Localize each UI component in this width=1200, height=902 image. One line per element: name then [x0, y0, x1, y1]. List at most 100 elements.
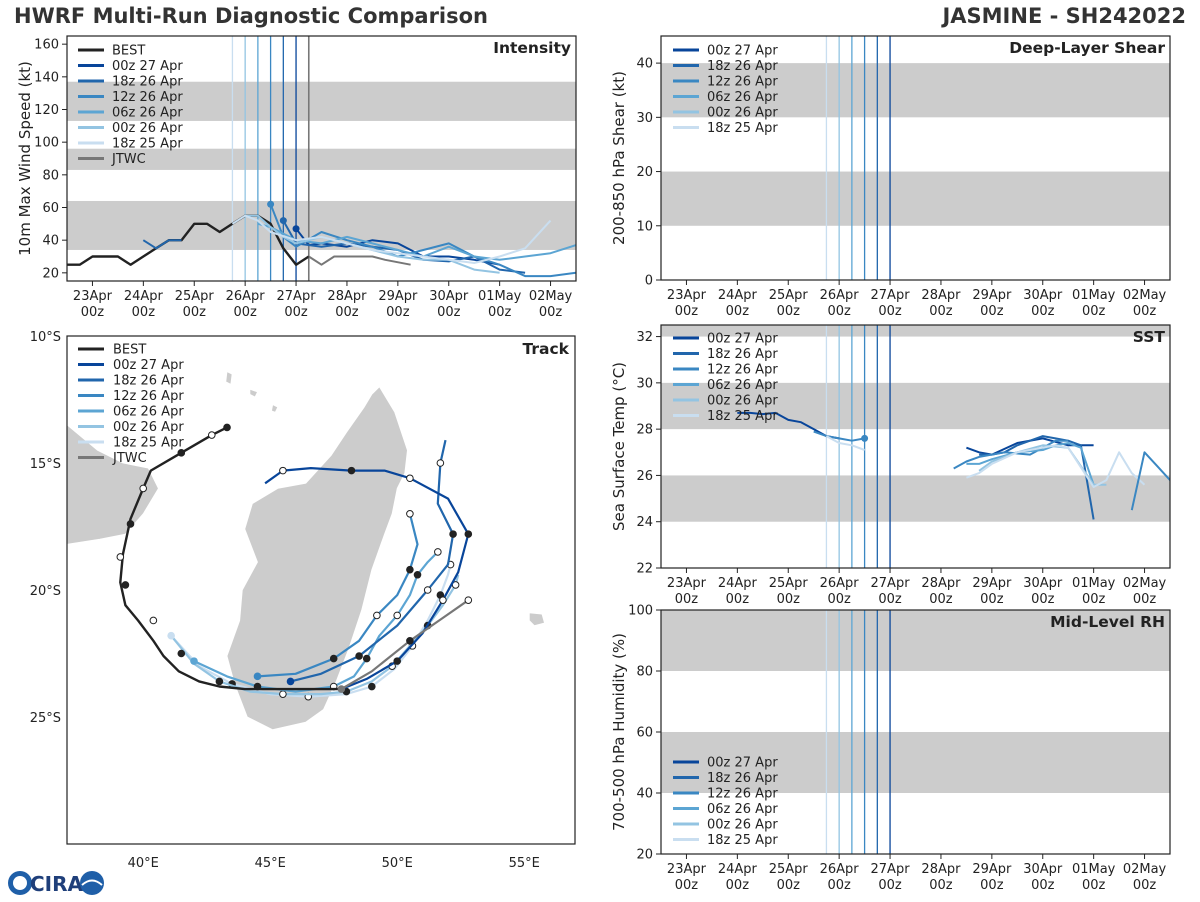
x-tick-label: 25Apr [769, 288, 809, 303]
x-tick-label: 30Apr [1023, 288, 1063, 303]
y-tick-label: 80 [636, 665, 653, 680]
x-tick-label: 29Apr [972, 576, 1012, 591]
threshold-band [67, 81, 576, 121]
x-tick-label: 00z [1031, 304, 1055, 319]
x-tick-label: 00z [1133, 304, 1157, 319]
legend-label: 06z 26 Apr [112, 106, 183, 121]
init-marker [190, 657, 198, 665]
init-marker [286, 677, 295, 686]
x-tick-label: 23Apr [667, 576, 707, 591]
track-marker [393, 657, 402, 665]
y-axis-label: 10m Max Wind Speed (kt) [16, 61, 34, 256]
x-tick-label: 00z [233, 305, 257, 320]
init-marker [267, 200, 275, 208]
storm-id-title: JASMINE - SH242022 [942, 4, 1186, 28]
panel-title: Track [523, 340, 570, 358]
init-marker [279, 217, 287, 225]
track-marker [373, 611, 381, 620]
x-tick-label: 23Apr [667, 288, 707, 303]
x-tick-label: 00z [284, 305, 308, 320]
y-tick-label: 22 [636, 562, 653, 577]
x-tick-label: 00z [878, 592, 902, 607]
legend-label: 18z 26 Apr [112, 75, 183, 90]
y-tick-label: 40 [42, 234, 59, 249]
legend-label: 00z 26 Apr [707, 394, 778, 409]
x-tick-label: 00z [726, 304, 750, 319]
best-track-marker [126, 520, 135, 528]
legend-label: 00z 26 Apr [707, 106, 778, 121]
x-tick-label: 00z [980, 592, 1004, 607]
mayotte-island [271, 404, 279, 413]
x-tick-label: 30Apr [1023, 576, 1063, 591]
x-tick-label: 00z [1031, 592, 1055, 607]
threshold-band [661, 610, 1170, 671]
panel-title: Intensity [493, 39, 571, 57]
x-tick-label: 27Apr [871, 862, 911, 877]
x-tick-label: 25Apr [175, 289, 215, 304]
reunion-island [528, 612, 545, 627]
track-marker [368, 682, 376, 691]
best-track-marker [207, 431, 216, 439]
legend-label: 18z 26 Apr [707, 59, 778, 74]
series-line [1130, 451, 1170, 511]
legend-label: 00z 26 Apr [707, 818, 778, 833]
x-tick-label: 01May [478, 289, 522, 304]
x-tick-label: 29Apr [972, 288, 1012, 303]
plot-frame [660, 35, 1171, 281]
series-line [231, 214, 552, 264]
x-tick-label: 00z [878, 878, 902, 893]
y-tick-label: 10 [636, 219, 653, 234]
threshold-band [661, 325, 1170, 337]
y-tick-label: 60 [42, 201, 59, 216]
threshold-band [67, 200, 576, 250]
threshold-band [661, 475, 1170, 522]
series-line [308, 255, 411, 266]
x-tick-label: 00z [929, 592, 953, 607]
track-marker [406, 637, 414, 645]
legend-label: 00z 27 Apr [707, 44, 778, 59]
intensity-chart: 2040608010012014016023Apr00z24Apr00z25Ap… [16, 35, 577, 320]
threshold-band [67, 148, 576, 170]
y-tick-label: 28 [636, 423, 653, 438]
x-tick-label: 02May [1123, 576, 1167, 591]
x-tick-label: 00z [726, 878, 750, 893]
track-line [264, 467, 470, 691]
legend-label: 18z 25 Apr [113, 436, 184, 451]
x-tick-label: 28Apr [921, 862, 961, 877]
track-marker [413, 570, 422, 579]
x-tick-label: 00z [1082, 304, 1106, 319]
y-tick-label: 25°S [30, 711, 61, 726]
y-tick-label: 100 [628, 604, 653, 619]
legend-label: 00z 26 Apr [112, 121, 183, 136]
x-tick-label: 27Apr [871, 576, 911, 591]
x-tick-label: 29Apr [972, 862, 1012, 877]
legend-label: 00z 27 Apr [707, 332, 778, 347]
best-track-line [119, 426, 342, 691]
x-tick-label: 25Apr [769, 862, 809, 877]
x-tick-label: 55°E [509, 856, 540, 871]
legend-label: 12z 26 Apr [707, 363, 778, 378]
x-tick-label: 00z [81, 305, 105, 320]
x-tick-label: 00z [437, 305, 461, 320]
legend-label: 18z 26 Apr [707, 347, 778, 362]
x-tick-label: 00z [488, 305, 512, 320]
threshold-band [661, 732, 1170, 793]
x-tick-label: 27Apr [277, 289, 317, 304]
track-marker [215, 677, 224, 686]
x-tick-label: 00z [183, 305, 207, 320]
track-marker [439, 596, 447, 604]
best-track-marker [139, 484, 147, 493]
y-tick-label: 10°S [30, 330, 61, 345]
legend-label: 00z 27 Apr [707, 756, 778, 771]
y-tick-label: 60 [636, 726, 653, 741]
rh-chart: 2040608010023Apr00z24Apr00z25Apr00z26Apr… [610, 604, 1171, 893]
y-tick-label: 20 [42, 266, 59, 281]
track-map: 40°E 45°E 50°E 55°E 10°S 15°S 20°S 25°S Track BES… [30, 330, 576, 871]
x-tick-label: 00z [827, 304, 851, 319]
legend-label: 12z 26 Apr [707, 75, 778, 90]
y-tick-label: 20 [636, 848, 653, 863]
legend-label: JTWC [111, 152, 146, 167]
track-marker [406, 510, 414, 518]
x-tick-label: 00z [675, 878, 699, 893]
init-marker [253, 672, 262, 681]
